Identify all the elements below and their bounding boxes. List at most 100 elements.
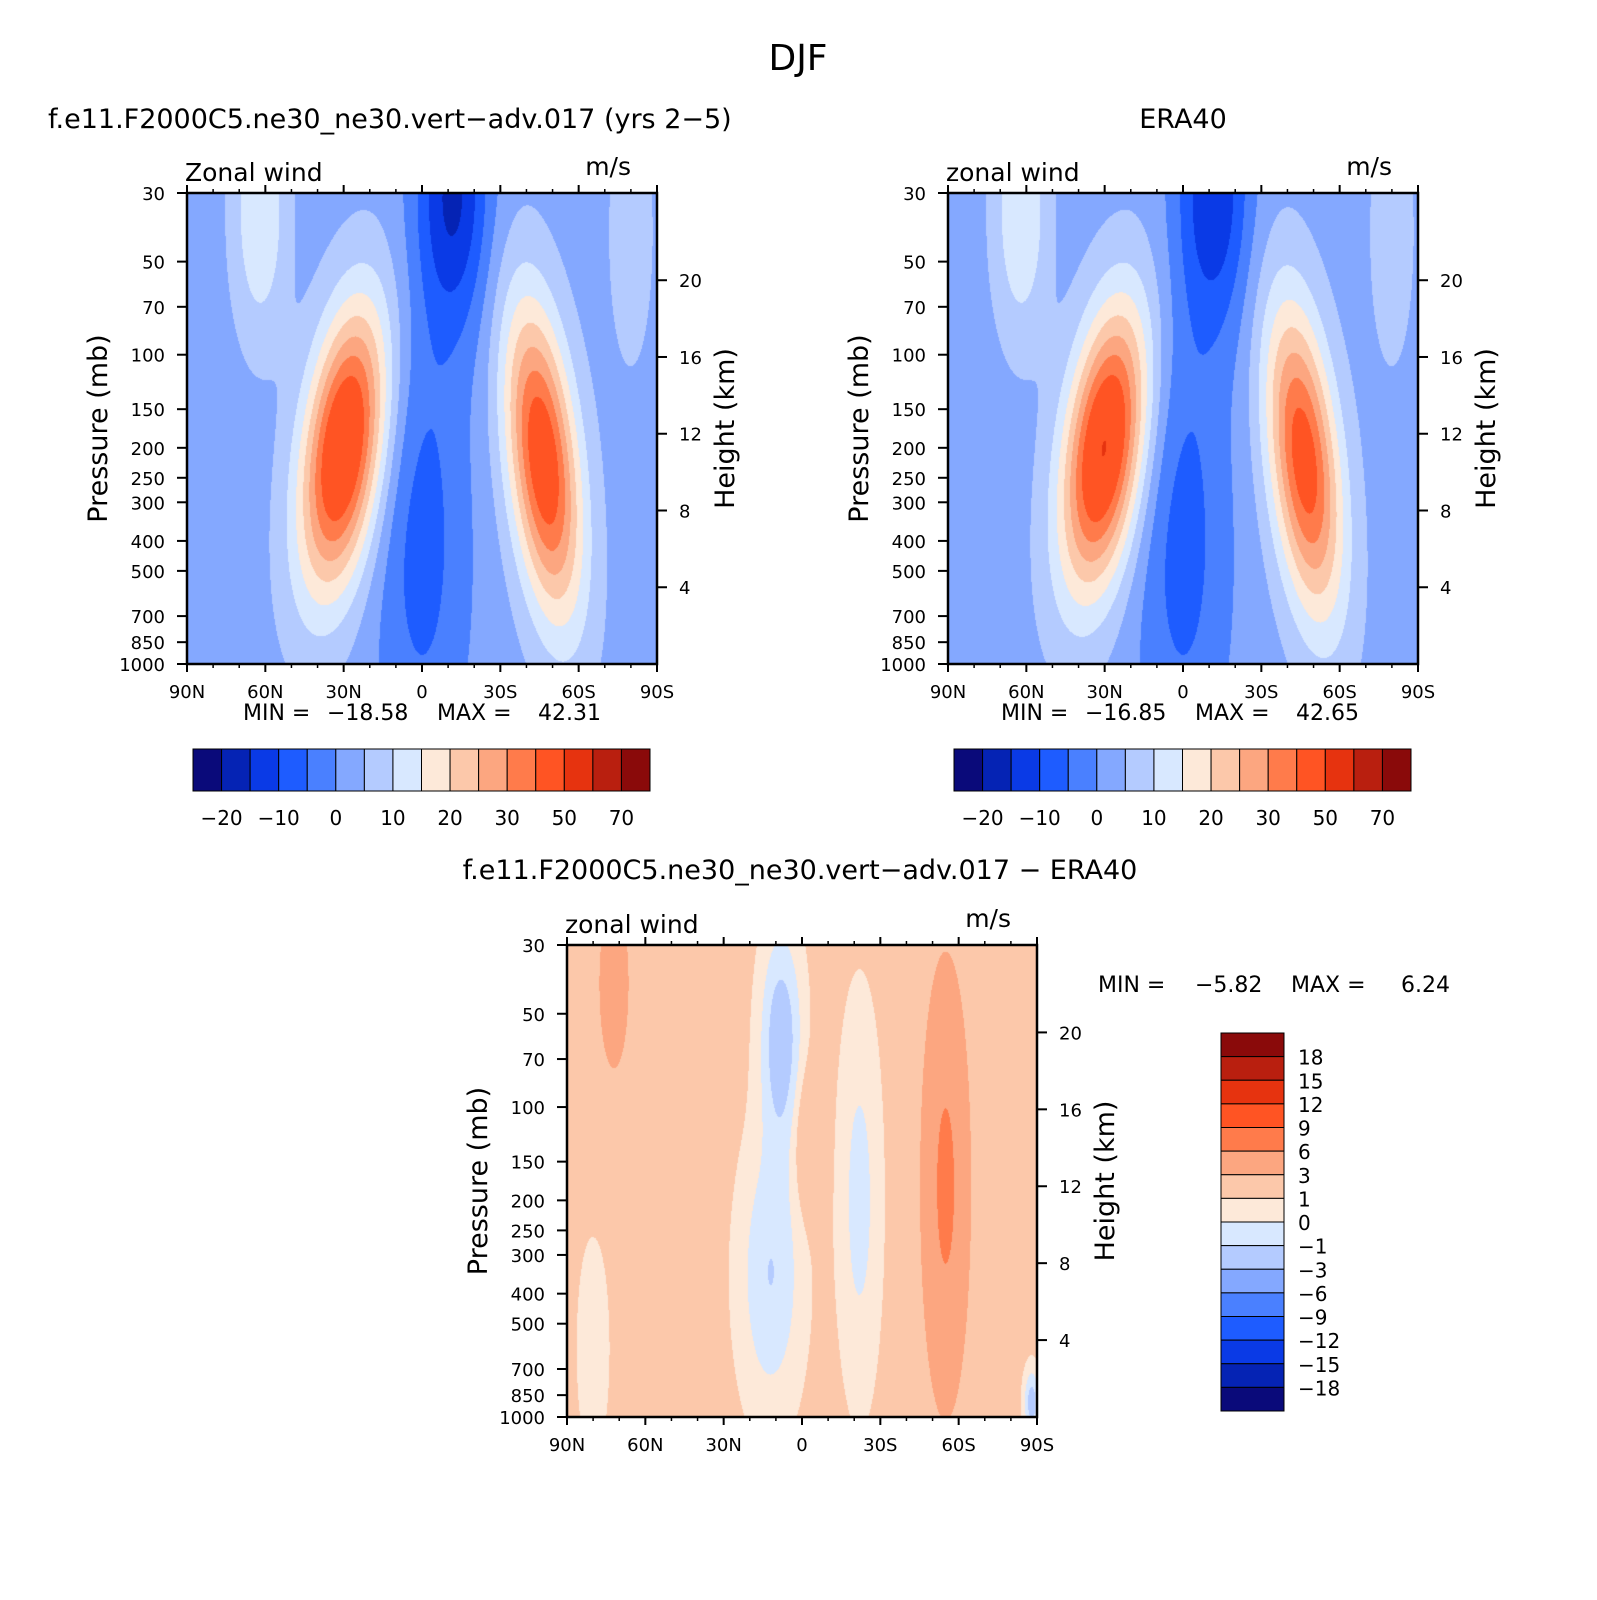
y-right-tick-label: 12 [1440, 425, 1463, 446]
y-tick-label: 700 [511, 1360, 545, 1381]
y-tick-label: 70 [903, 298, 926, 319]
colorbar-swatch [192, 748, 223, 792]
colorbar-label: 20 [1198, 806, 1223, 830]
y-tick-label: 500 [131, 562, 165, 583]
colorbar-swatch [506, 748, 537, 792]
right-corner-label: m/s [585, 152, 631, 181]
colorbar-swatch [1220, 1268, 1285, 1294]
colorbar-swatch [221, 748, 251, 792]
y-tick-label: 300 [511, 1246, 545, 1267]
figure-title: DJF [768, 38, 827, 79]
colorbar-label: 0 [1090, 806, 1103, 830]
colorbar-swatch [1220, 1197, 1285, 1223]
y-right-tick-label: 12 [1059, 1177, 1082, 1198]
x-tick-label: 0 [796, 1435, 807, 1456]
colorbar-label: 15 [1298, 1069, 1323, 1093]
x-tick-label: 30N [1086, 682, 1122, 703]
max-value: 42.65 [1296, 701, 1359, 726]
colorbar-swatch [1220, 1339, 1285, 1365]
panel-title: ERA40 [1139, 104, 1227, 135]
y-tick-label: 700 [131, 607, 165, 628]
y-tick-label: 850 [131, 633, 165, 654]
colorbar-swatch [1324, 748, 1355, 792]
y-tick-label: 200 [892, 439, 926, 460]
y-tick-label: 400 [892, 532, 926, 553]
colorbar-swatch [1239, 748, 1269, 792]
colorbar-label: 10 [1141, 806, 1166, 830]
y-tick-label: 100 [892, 346, 926, 367]
colorbar-swatch [1220, 1127, 1285, 1152]
x-tick-label: 90N [549, 1435, 585, 1456]
colorbar-swatch [1220, 1363, 1285, 1388]
colorbar-label: −9 [1298, 1306, 1327, 1330]
x-tick-label: 60S [941, 1435, 975, 1456]
colorbar-label: 70 [1370, 806, 1395, 830]
colorbar-label: 9 [1298, 1117, 1311, 1141]
x-tick-label: 60N [1008, 682, 1044, 703]
colorbar-swatch [249, 748, 280, 792]
y-tick-label: 500 [892, 562, 926, 583]
panel-title: f.e11.F2000C5.ne30_ne30.vert−adv.017 − E… [463, 855, 1138, 886]
y-tick-label: 50 [522, 1005, 545, 1026]
x-tick-label: 90S [1401, 682, 1435, 703]
x-tick-label: 60S [1322, 682, 1356, 703]
colorbar-swatch [1220, 1292, 1285, 1317]
min-value: −5.82 [1195, 973, 1262, 998]
colorbar-swatch [1220, 1056, 1285, 1081]
x-tick-label: 0 [416, 682, 427, 703]
y-tick-label: 200 [511, 1191, 545, 1212]
colorbar-label: −18 [1298, 1376, 1340, 1400]
colorbar-label: 1 [1298, 1187, 1311, 1211]
colorbar-swatch [449, 748, 480, 792]
y-axis-title: Pressure (mb) [83, 334, 114, 522]
y-right-tick-label: 20 [679, 271, 702, 292]
y-right-tick-label: 16 [1440, 348, 1463, 369]
y-right-axis-title: Height (km) [1090, 1101, 1121, 1262]
colorbar-label: 50 [552, 806, 577, 830]
y-tick-label: 300 [131, 493, 165, 514]
left-corner-label: zonal wind [946, 158, 1080, 187]
y-tick-label: 1000 [880, 655, 926, 676]
colorbar-swatch [1220, 1221, 1285, 1247]
colorbar-swatch [953, 748, 984, 792]
y-right-tick-label: 4 [679, 578, 690, 599]
y-tick-label: 850 [511, 1386, 545, 1407]
x-tick-label: 30N [325, 682, 361, 703]
colorbar-swatch [306, 748, 337, 792]
y-tick-label: 500 [511, 1315, 545, 1336]
x-tick-label: 90N [930, 682, 966, 703]
colorbar-swatch [982, 748, 1012, 792]
y-right-tick-label: 16 [1059, 1100, 1082, 1121]
colorbar-label: −15 [1298, 1353, 1340, 1377]
x-tick-label: 60N [247, 682, 283, 703]
y-tick-label: 100 [511, 1098, 545, 1119]
y-tick-label: 30 [903, 184, 926, 205]
y-tick-label: 250 [892, 469, 926, 490]
colorbar-label: 6 [1298, 1140, 1311, 1164]
colorbar-label: −10 [258, 806, 300, 830]
max-label: MAX = [1195, 701, 1270, 726]
colorbar-label: −20 [961, 806, 1003, 830]
y-tick-label: 70 [142, 298, 165, 319]
colorbar-swatch [1182, 748, 1212, 792]
panel-title: f.e11.F2000C5.ne30_ne30.vert−adv.017 (yr… [48, 104, 732, 135]
y-right-tick-label: 4 [1059, 1331, 1070, 1352]
y-right-tick-label: 8 [679, 501, 690, 522]
min-label: MIN = [1001, 701, 1068, 726]
colorbar-swatch [1220, 1103, 1285, 1128]
colorbar-swatch [1353, 748, 1383, 792]
colorbar-swatch [278, 748, 308, 792]
colorbar-swatch [1220, 1079, 1285, 1105]
colorbar-swatch [1210, 748, 1241, 792]
y-right-tick-label: 16 [679, 348, 702, 369]
colorbar-swatch [1067, 748, 1098, 792]
x-tick-label: 30S [863, 1435, 897, 1456]
max-label: MAX = [1291, 973, 1366, 998]
colorbar-swatch [535, 748, 565, 792]
y-right-axis-title: Height (km) [1471, 348, 1502, 509]
y-tick-label: 400 [131, 532, 165, 553]
y-tick-label: 250 [131, 469, 165, 490]
colorbar-swatch [1220, 1316, 1285, 1341]
colorbar-swatch [421, 748, 451, 792]
